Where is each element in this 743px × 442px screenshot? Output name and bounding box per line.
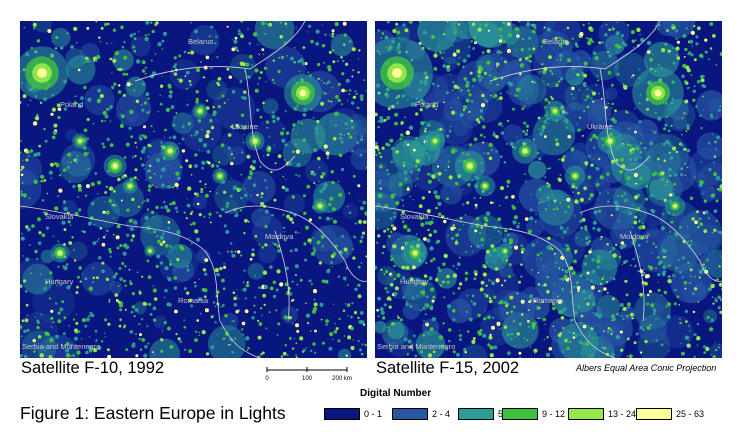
label-slovakia: Slovakia (400, 212, 429, 221)
label-poland: Poland (415, 100, 438, 109)
legend-label: 2 - 4 (432, 409, 451, 419)
legend-swatch (568, 408, 604, 420)
legend-swatch (392, 408, 428, 420)
legend-swatch (458, 408, 494, 420)
border-romania-moldova (629, 230, 645, 322)
label-romania: Romania (533, 296, 564, 305)
label-moldova: Moldova (265, 232, 294, 241)
border-romania-moldova (274, 230, 290, 322)
label-belarus: Belarus (543, 37, 569, 46)
border-moldova (579, 205, 722, 282)
border-poland-ukraine (244, 68, 296, 171)
legend-label: 25 - 63 (676, 409, 705, 419)
legend-title: Digital Number (360, 388, 432, 399)
label-hungary: Hungary (400, 277, 429, 286)
night-lights-map-2002: Belarus Poland Ukraine Slovakia Moldova … (375, 21, 722, 358)
scale-tick-200: 200 km (332, 376, 352, 382)
map-caption-1992: Satellite F-10, 1992 (21, 359, 165, 377)
legend-swatch (324, 408, 360, 420)
border-hungary-romania (375, 205, 616, 358)
legend-swatch (502, 408, 538, 420)
light-dots-1992 (20, 21, 367, 358)
border-belarus (134, 21, 306, 82)
border-hungary-romania (20, 205, 261, 358)
border-poland-ukraine (599, 68, 651, 171)
legend-label: 9 - 12 (542, 409, 566, 419)
light-dots-2002 (375, 21, 722, 358)
label-moldova: Moldova (620, 232, 649, 241)
scale-tick-100: 100 (302, 376, 313, 382)
label-slovakia: Slovakia (45, 212, 74, 221)
night-lights-map-1992: Belarus Poland Ukraine Slovakia Moldova … (20, 21, 367, 358)
border-moldova (224, 205, 367, 282)
label-serbia: Serbia and Montenegro (22, 342, 100, 351)
map-2002-svg: Belarus Poland Ukraine Slovakia Moldova … (375, 21, 722, 358)
label-ukraine: Ukraine (232, 122, 258, 131)
label-serbia: Serbia and Montenegro (377, 342, 455, 351)
label-hungary: Hungary (45, 277, 74, 286)
scale-tick-0: 0 (265, 376, 269, 382)
scale-bar: 0 100 200 km (265, 367, 352, 382)
legend-label: 13 - 24 (608, 409, 637, 419)
label-belarus: Belarus (188, 37, 214, 46)
label-romania: Romania (178, 296, 209, 305)
border-belarus (489, 21, 661, 82)
legend-label: 0 - 1 (364, 409, 383, 419)
map-caption-2002: Satellite F-15, 2002 (376, 359, 520, 377)
label-ukraine: Ukraine (587, 122, 613, 131)
map-1992-svg: Belarus Poland Ukraine Slovakia Moldova … (20, 21, 367, 358)
legend-swatch (636, 408, 672, 420)
label-poland: Poland (60, 100, 83, 109)
projection-note: Albers Equal Area Conic Projection (576, 363, 717, 373)
figure-title: Figure 1: Eastern Europe in Lights (20, 403, 286, 423)
